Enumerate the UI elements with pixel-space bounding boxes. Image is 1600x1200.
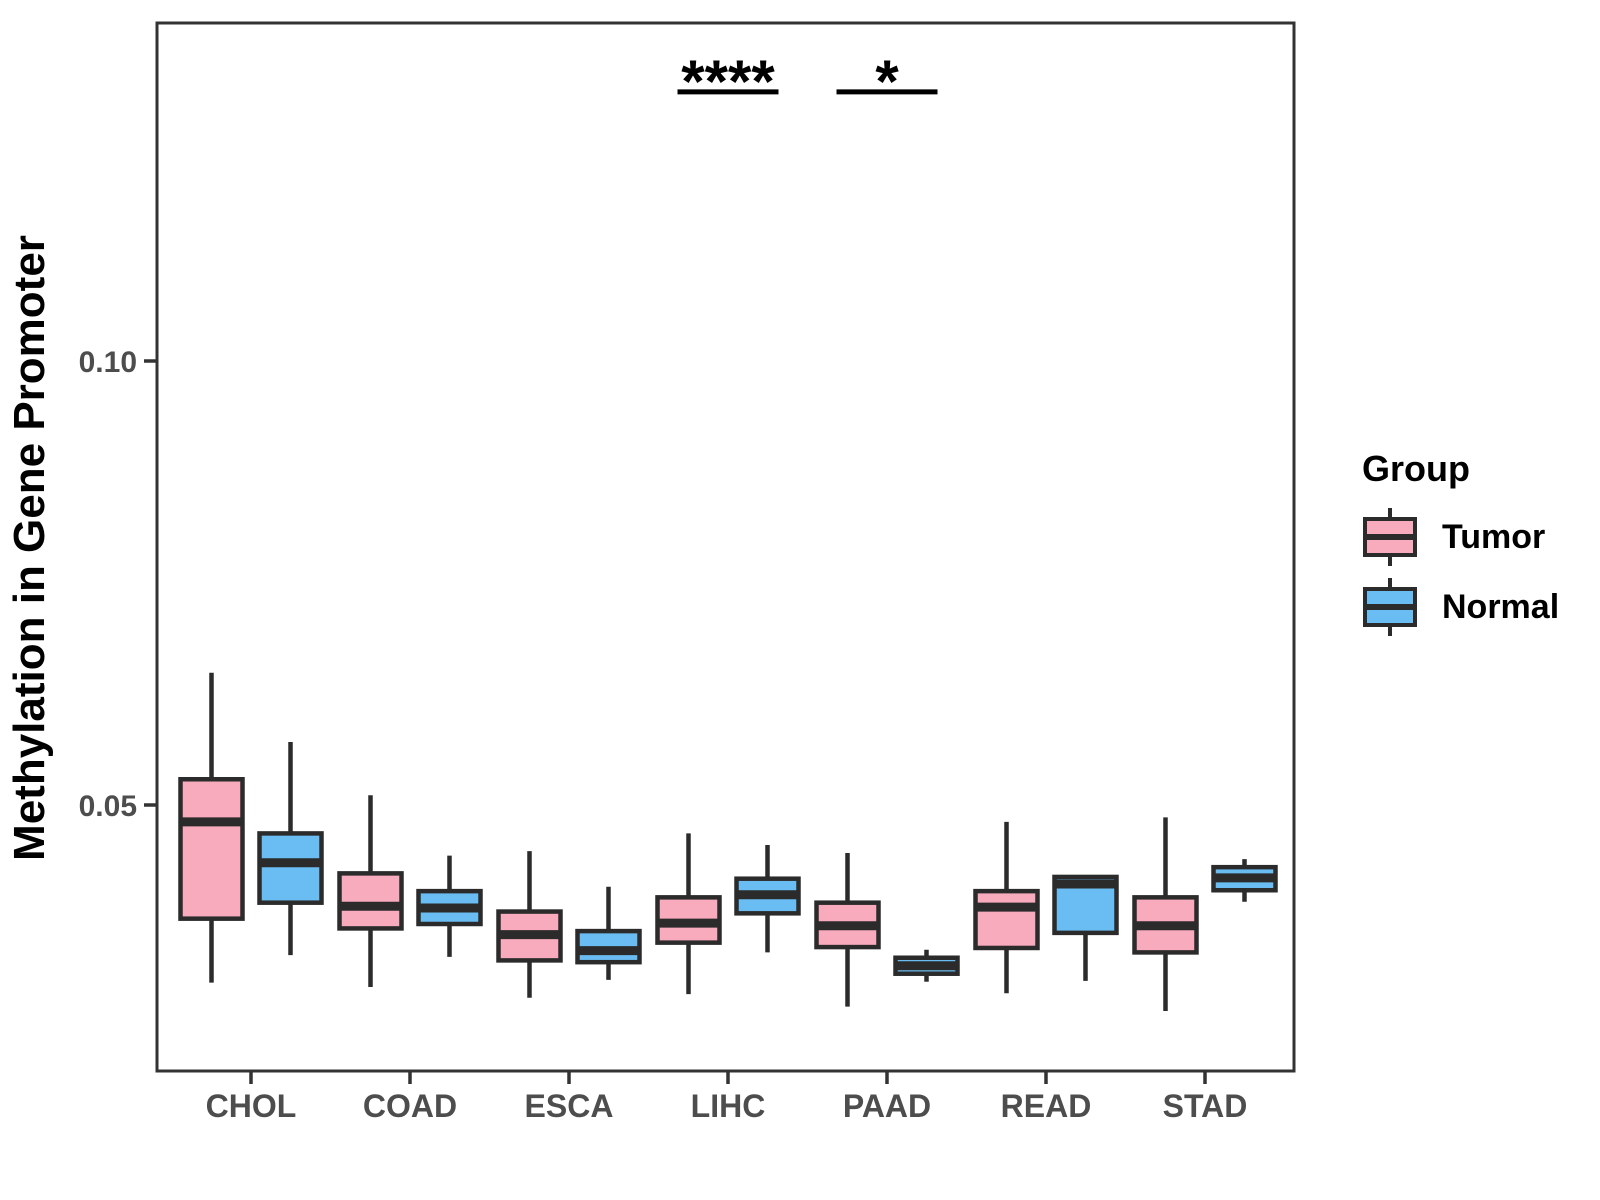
- significance-label-paad: *: [875, 48, 899, 115]
- normal-boxplot-glyph: [1363, 578, 1417, 636]
- legend-label-tumor: Tumor: [1442, 517, 1546, 556]
- x-tick-label-chol: CHOL: [206, 1088, 297, 1124]
- y-axis-title: Methylation in Gene Promoter: [5, 235, 54, 861]
- x-tick-label-lihc: LIHC: [691, 1088, 766, 1124]
- x-tick-label-coad: COAD: [363, 1088, 457, 1124]
- box-tumor-chol: [178, 776, 245, 921]
- tumor-boxplot-glyph: [1363, 508, 1417, 566]
- x-tick-label-paad: PAAD: [843, 1088, 931, 1124]
- panel-border: [155, 21, 1296, 1073]
- legend-label-normal: Normal: [1442, 587, 1560, 626]
- x-tick-label-read: READ: [1001, 1088, 1092, 1124]
- box-normal-chol: [257, 831, 324, 905]
- y-tick-label-0.10: 0.10: [79, 346, 137, 379]
- x-tick-label-stad: STAD: [1163, 1088, 1248, 1124]
- legend-title: Group: [1362, 448, 1470, 489]
- legend: Group Tumor Normal: [1362, 448, 1559, 640]
- y-tick-label-0.05: 0.05: [79, 790, 137, 823]
- x-tick-label-esca: ESCA: [525, 1088, 614, 1124]
- legend-item-normal: Normal: [1362, 574, 1559, 640]
- significance-label-lihc: ****: [681, 48, 775, 115]
- box-tumor-read: [973, 888, 1040, 951]
- legend-item-tumor: Tumor: [1362, 504, 1559, 570]
- box-tumor-coad: [337, 871, 404, 931]
